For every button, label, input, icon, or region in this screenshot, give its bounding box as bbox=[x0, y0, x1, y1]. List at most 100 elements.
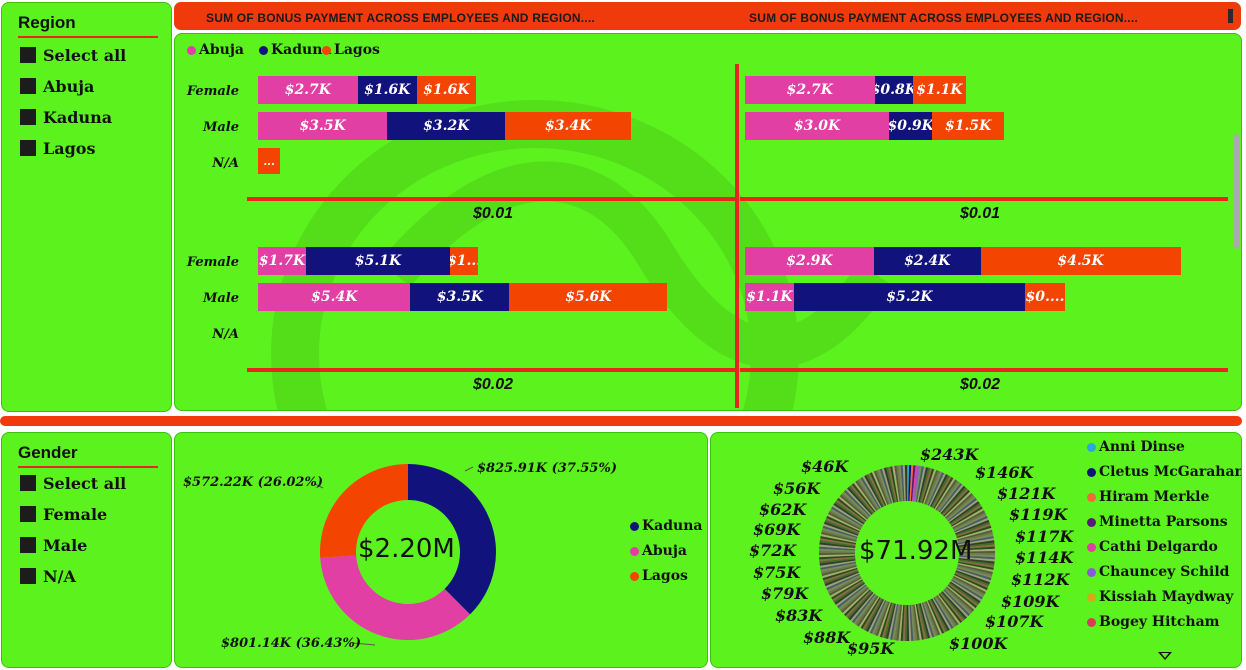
donut-slice-employee[interactable] bbox=[823, 568, 858, 583]
donut-slice-employee[interactable] bbox=[820, 535, 856, 545]
donut-slice-employee[interactable] bbox=[819, 552, 856, 556]
donut-slice-employee[interactable] bbox=[855, 595, 878, 626]
donut-slice-employee[interactable] bbox=[935, 479, 958, 511]
donut-slice-employee[interactable] bbox=[902, 465, 906, 502]
donut-slice-employee[interactable] bbox=[900, 604, 905, 641]
donut-slice-employee[interactable] bbox=[923, 469, 937, 504]
donut-slice-employee[interactable] bbox=[958, 560, 995, 568]
donut-slice-employee[interactable] bbox=[834, 582, 865, 605]
donut-slice-employee[interactable] bbox=[867, 473, 886, 507]
donut-slice-employee[interactable] bbox=[951, 506, 983, 527]
donut-slice-employee[interactable] bbox=[824, 519, 859, 535]
donut-slice-employee[interactable] bbox=[819, 557, 856, 564]
donut-slice-employee[interactable] bbox=[881, 602, 894, 638]
donut-slice-employee[interactable] bbox=[924, 469, 939, 505]
donut-slice-employee[interactable] bbox=[914, 465, 922, 502]
donut-slice-employee[interactable] bbox=[879, 468, 893, 504]
donut-slice-employee[interactable] bbox=[912, 465, 918, 502]
donut-slice-employee[interactable] bbox=[821, 531, 857, 542]
donut-slice-employee[interactable] bbox=[833, 581, 865, 603]
donut-slice-employee[interactable] bbox=[927, 472, 945, 506]
legend-item-employee[interactable]: Minetta Parsons bbox=[1087, 514, 1228, 530]
bar-segment-abuja[interactable]: $1.1K bbox=[745, 283, 794, 311]
donut-slice-employee[interactable] bbox=[842, 491, 870, 518]
donut-slice-employee[interactable] bbox=[947, 584, 977, 609]
region-select-all[interactable]: Select all bbox=[20, 44, 126, 66]
donut-slice-employee[interactable] bbox=[822, 527, 858, 540]
donut-slice-employee[interactable] bbox=[864, 474, 883, 508]
donut-slice-employee[interactable] bbox=[958, 556, 995, 562]
donut-slice-employee[interactable] bbox=[944, 491, 972, 518]
donut-slice-employee[interactable] bbox=[848, 591, 874, 621]
donut-slice-employee[interactable] bbox=[933, 477, 954, 509]
donut-slice-employee[interactable] bbox=[835, 583, 866, 607]
donut-slice-employee[interactable] bbox=[920, 468, 933, 504]
donut-slice-employee[interactable] bbox=[955, 570, 991, 585]
donut-slice-employee[interactable] bbox=[839, 586, 869, 612]
donut-slice-employee[interactable] bbox=[885, 603, 896, 639]
donut-slice-employee[interactable] bbox=[821, 564, 857, 575]
donut-slice-employee[interactable] bbox=[929, 599, 948, 632]
donut-slice-employee[interactable] bbox=[892, 465, 900, 502]
bar-segment-lagos[interactable]: $1... bbox=[450, 247, 479, 275]
donut-slice-employee[interactable] bbox=[830, 508, 863, 528]
donut-slice-employee[interactable] bbox=[924, 601, 939, 637]
donut-slice-employee[interactable] bbox=[951, 579, 983, 600]
donut-slice-employee[interactable] bbox=[819, 548, 856, 552]
donut-slice-employee[interactable] bbox=[934, 596, 956, 628]
donut-slice-employee[interactable] bbox=[894, 465, 901, 502]
donut-slice-employee[interactable] bbox=[933, 597, 954, 629]
donut-slice-employee[interactable] bbox=[956, 527, 992, 540]
donut-slice-employee[interactable] bbox=[919, 603, 931, 639]
donut-slice-employee[interactable] bbox=[908, 604, 912, 641]
donut-slice-employee[interactable] bbox=[858, 596, 880, 628]
gender-item-female[interactable]: Female bbox=[20, 503, 107, 525]
donut-slice-employee[interactable] bbox=[839, 494, 869, 520]
donut-slice-employee[interactable] bbox=[892, 604, 900, 641]
gender-select-all[interactable]: Select all bbox=[20, 472, 126, 494]
donut-slice-employee[interactable] bbox=[819, 550, 856, 553]
donut-slice-employee[interactable] bbox=[832, 580, 864, 602]
donut-slice-employee[interactable] bbox=[865, 598, 884, 632]
donut-slice-employee[interactable] bbox=[934, 478, 956, 510]
donut-slice-employee[interactable] bbox=[958, 554, 995, 558]
donut-slice-employee[interactable] bbox=[955, 571, 990, 587]
donut-slice-employee[interactable] bbox=[890, 466, 899, 502]
donut-slice-employee[interactable] bbox=[851, 482, 876, 513]
donut-slice-employee[interactable] bbox=[904, 465, 908, 502]
bar-segment-kaduna[interactable]: $2.4K bbox=[873, 247, 981, 275]
donut-slice-employee[interactable] bbox=[820, 533, 857, 544]
bar-segment-abuja[interactable]: $1.7K bbox=[258, 247, 306, 275]
donut-slice-employee[interactable] bbox=[821, 565, 857, 577]
donut-slice-employee[interactable] bbox=[958, 555, 995, 560]
donut-slice-employee[interactable] bbox=[954, 515, 988, 533]
donut-slice-employee[interactable] bbox=[842, 588, 870, 615]
donut-slice-employee[interactable] bbox=[958, 540, 995, 547]
bar-segment-abuja[interactable]: $3.5K bbox=[258, 112, 388, 140]
donut-slice-employee[interactable] bbox=[940, 485, 966, 515]
donut-slice-employee[interactable] bbox=[954, 572, 989, 589]
donut-slice-employee[interactable] bbox=[844, 489, 871, 517]
bar-segment-kaduna[interactable]: $3.5K bbox=[410, 283, 510, 311]
donut-slice-employee[interactable] bbox=[932, 476, 952, 509]
donut-slice-employee[interactable] bbox=[941, 591, 967, 619]
donut-slice-employee[interactable] bbox=[838, 496, 868, 521]
donut-slice-employee[interactable] bbox=[838, 585, 868, 610]
donut-slice-employee[interactable] bbox=[956, 523, 991, 538]
bar-segment-lagos[interactable]: ... bbox=[258, 148, 281, 174]
donut-slice-employee[interactable] bbox=[834, 501, 865, 524]
donut-slice-employee[interactable] bbox=[831, 579, 863, 600]
donut-slice-employee[interactable] bbox=[898, 604, 904, 641]
donut-slice-employee[interactable] bbox=[824, 571, 859, 587]
donut-slice-employee[interactable] bbox=[869, 472, 887, 506]
donut-slice-employee[interactable] bbox=[853, 481, 877, 512]
legend-item-employee[interactable]: Cathi Delgardo bbox=[1087, 539, 1218, 555]
bar-segment-kaduna[interactable]: $1.6K bbox=[357, 76, 417, 104]
donut-slice-employee[interactable] bbox=[822, 567, 858, 581]
donut-slice-employee[interactable] bbox=[955, 521, 991, 536]
more-options-icon[interactable] bbox=[1228, 9, 1233, 23]
donut-slice-employee[interactable] bbox=[949, 581, 981, 604]
donut-slice-employee[interactable] bbox=[820, 561, 856, 570]
donut-slice-employee[interactable] bbox=[936, 480, 959, 511]
donut-slice-employee[interactable] bbox=[883, 467, 895, 503]
